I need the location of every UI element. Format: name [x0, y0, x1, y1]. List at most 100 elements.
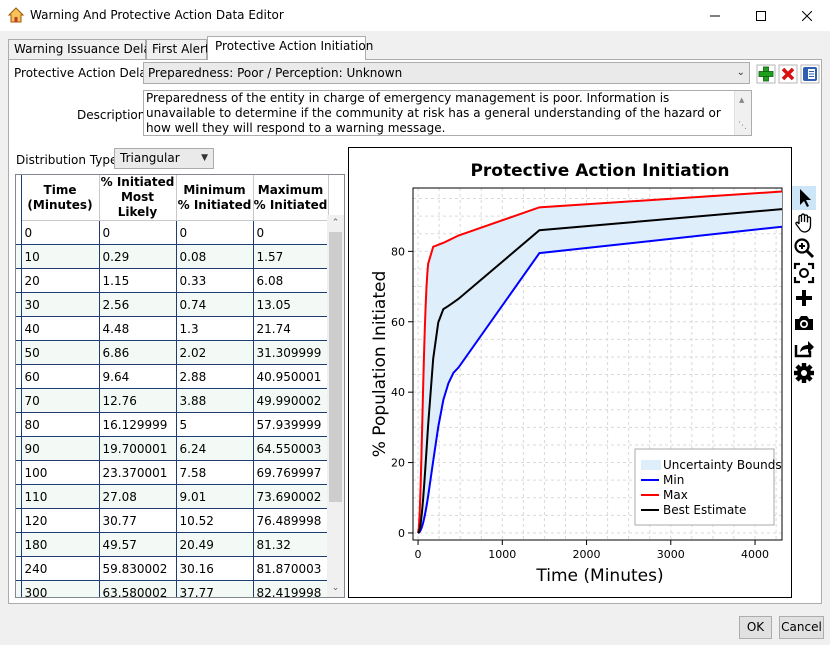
distribution-type-select[interactable]: Triangular ▼	[114, 148, 214, 169]
maximum-cell[interactable]: 40.950001	[253, 364, 329, 389]
most-likely-cell[interactable]: 49.57	[99, 532, 177, 557]
col-header-most-likely[interactable]: % Initiated Most Likely	[99, 175, 177, 221]
settings-icon[interactable]	[792, 361, 816, 385]
row-header[interactable]	[16, 316, 22, 341]
camera-icon[interactable]	[792, 311, 816, 335]
export-icon[interactable]	[792, 336, 816, 360]
maximum-cell[interactable]: 13.05	[253, 292, 329, 317]
table-row[interactable]: 30 2.56 0.74 13.05	[16, 292, 329, 317]
table-row[interactable]: 90 19.700001 6.24 64.550003	[16, 436, 329, 461]
row-header[interactable]	[16, 508, 22, 533]
maximum-cell[interactable]: 81.870003	[253, 556, 329, 581]
add-icon[interactable]	[756, 64, 776, 84]
time-cell[interactable]: 120	[21, 508, 100, 533]
minimum-cell[interactable]: 2.02	[176, 340, 254, 365]
tab-warning-issuance-delay[interactable]: Warning Issuance Delay	[8, 39, 158, 59]
most-likely-cell[interactable]: 59.830002	[99, 556, 177, 581]
maximum-cell[interactable]: 69.769997	[253, 460, 329, 485]
table-row[interactable]: 80 16.129999 5 57.939999	[16, 412, 329, 437]
most-likely-cell[interactable]: 63.580002	[99, 580, 177, 597]
table-row[interactable]: 70 12.76 3.88 49.990002	[16, 388, 329, 413]
row-header[interactable]	[16, 268, 22, 293]
scrollbar-thumb[interactable]	[329, 232, 342, 502]
most-likely-cell[interactable]: 6.86	[99, 340, 177, 365]
row-header[interactable]	[16, 532, 22, 557]
maximum-cell[interactable]: 57.939999	[253, 412, 329, 437]
time-cell[interactable]: 30	[21, 292, 100, 317]
row-header[interactable]	[16, 220, 22, 245]
scroll-up-icon[interactable]: ⌃	[331, 218, 340, 228]
delete-icon[interactable]	[778, 64, 798, 84]
table-row[interactable]: 10 0.29 0.08 1.57	[16, 244, 329, 269]
scroll-down-icon[interactable]: ⌄	[331, 583, 340, 593]
list-details-icon[interactable]	[800, 64, 820, 84]
table-row[interactable]: 110 27.08 9.01 73.690002	[16, 484, 329, 509]
maximum-cell[interactable]: 21.74	[253, 316, 329, 341]
time-cell[interactable]: 110	[21, 484, 100, 509]
minimum-cell[interactable]: 1.3	[176, 316, 254, 341]
table-row[interactable]: 120 30.77 10.52 76.489998	[16, 508, 329, 533]
row-header[interactable]	[16, 340, 22, 365]
minimum-cell[interactable]: 5	[176, 412, 254, 437]
time-cell[interactable]: 20	[21, 268, 100, 293]
time-cell[interactable]: 300	[21, 580, 100, 597]
row-header[interactable]	[16, 364, 22, 389]
time-cell[interactable]: 240	[21, 556, 100, 581]
time-cell[interactable]: 50	[21, 340, 100, 365]
pan-hand-icon[interactable]	[792, 211, 816, 235]
maximum-cell[interactable]: 64.550003	[253, 436, 329, 461]
tab-protective-action-initiation[interactable]: Protective Action Initiation	[207, 36, 373, 60]
minimum-cell[interactable]: 10.52	[176, 508, 254, 533]
minimum-cell[interactable]: 6.24	[176, 436, 254, 461]
minimum-cell[interactable]: 0.08	[176, 244, 254, 269]
most-likely-cell[interactable]: 16.129999	[99, 412, 177, 437]
table-row[interactable]: 240 59.830002 30.16 81.870003	[16, 556, 329, 581]
maximum-cell[interactable]: 49.990002	[253, 388, 329, 413]
table-row[interactable]: 300 63.580002 37.77 82.419998	[16, 580, 329, 597]
pointer-icon[interactable]	[792, 186, 816, 210]
most-likely-cell[interactable]: 23.370001	[99, 460, 177, 485]
maximum-cell[interactable]: 6.08	[253, 268, 329, 293]
most-likely-cell[interactable]: 4.48	[99, 316, 177, 341]
minimum-cell[interactable]: 0.74	[176, 292, 254, 317]
minimize-button[interactable]	[692, 0, 738, 31]
col-header-minimum[interactable]: Minimum% Initiated	[176, 175, 254, 221]
minimum-cell[interactable]: 20.49	[176, 532, 254, 557]
fit-icon[interactable]	[792, 261, 816, 285]
maximum-cell[interactable]: 81.32	[253, 532, 329, 557]
time-cell[interactable]: 10	[21, 244, 100, 269]
table-row[interactable]: 60 9.64 2.88 40.950001	[16, 364, 329, 389]
close-button[interactable]	[784, 0, 830, 31]
time-cell[interactable]: 180	[21, 532, 100, 557]
row-header[interactable]	[16, 556, 22, 581]
table-row[interactable]: 20 1.15 0.33 6.08	[16, 268, 329, 293]
minimum-cell[interactable]: 3.88	[176, 388, 254, 413]
time-cell[interactable]: 70	[21, 388, 100, 413]
grid-vertical-scrollbar[interactable]: ⌃ ⌄	[327, 215, 344, 597]
row-header[interactable]	[16, 436, 22, 461]
zoom-in-icon[interactable]	[792, 236, 816, 260]
maximum-cell[interactable]: 82.419998	[253, 580, 329, 597]
minimum-cell[interactable]: 30.16	[176, 556, 254, 581]
table-row[interactable]: 50 6.86 2.02 31.309999	[16, 340, 329, 365]
col-header-time[interactable]: Time (Minutes)	[21, 175, 100, 221]
minimum-cell[interactable]: 0.33	[176, 268, 254, 293]
maximum-cell[interactable]: 1.57	[253, 244, 329, 269]
description-textarea[interactable]: Preparedness of the entity in charge of …	[143, 90, 752, 136]
ok-button[interactable]: OK	[739, 616, 772, 639]
most-likely-cell[interactable]: 27.08	[99, 484, 177, 509]
most-likely-cell[interactable]: 30.77	[99, 508, 177, 533]
most-likely-cell[interactable]: 0	[99, 220, 177, 245]
most-likely-cell[interactable]: 1.15	[99, 268, 177, 293]
time-cell[interactable]: 0	[21, 220, 100, 245]
maximum-cell[interactable]: 76.489998	[253, 508, 329, 533]
most-likely-cell[interactable]: 9.64	[99, 364, 177, 389]
maximum-cell[interactable]: 0	[253, 220, 329, 245]
table-row[interactable]: 100 23.370001 7.58 69.769997	[16, 460, 329, 485]
row-header[interactable]	[16, 580, 22, 597]
row-header[interactable]	[16, 244, 22, 269]
table-row[interactable]: 180 49.57 20.49 81.32	[16, 532, 329, 557]
row-header[interactable]	[16, 292, 22, 317]
protective-action-delay-select[interactable]: Preparedness: Poor / Perception: Unknown…	[143, 62, 750, 84]
